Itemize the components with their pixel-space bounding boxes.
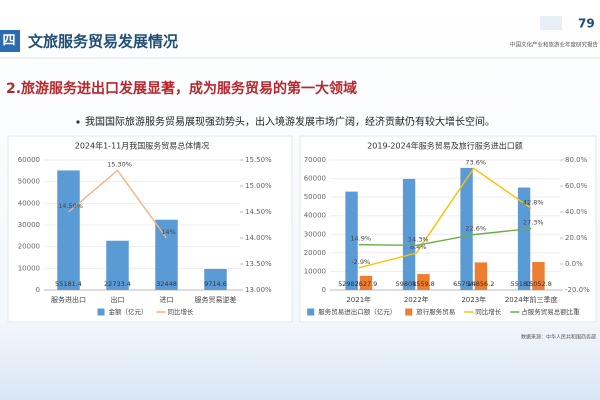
logo (540, 16, 562, 30)
y-tick-label: 70000 (304, 156, 326, 164)
y2-tick-label: 13.50% (245, 260, 272, 268)
bar (359, 275, 373, 290)
y2-tick-label: 20.0% (565, 234, 588, 242)
legend-label: 服务贸易进出口额（亿元） (318, 307, 396, 316)
line-value-label: 14.9% (350, 235, 371, 243)
bar-value-label: 32448 (156, 280, 177, 288)
y2-tick-label: 0.0% (565, 260, 583, 268)
bar (155, 219, 178, 290)
line (68, 169, 168, 239)
legend-label: 金额（亿元） (109, 307, 148, 316)
bar (57, 170, 80, 290)
legend-label: 旅行服务贸易 (416, 307, 455, 316)
badge-text: 四 (2, 34, 15, 49)
line (358, 167, 532, 269)
line-value-label: 42.8% (523, 198, 544, 206)
line-value-label: 14.3% (408, 235, 429, 243)
bullet-text: 我国国际旅游服务贸易展现强劲势头，出入境游发展市场广阔，经济贡献仍有较大增长空间… (85, 115, 495, 128)
source: 数据来源：中华人民共和国商务部 (521, 334, 596, 341)
y2-tick-label: 15.50% (245, 156, 272, 164)
y2-tick-label: 40.0% (565, 208, 588, 216)
y-tick-label: 20000 (18, 243, 40, 251)
y2-tick-label: 15.00% (245, 182, 272, 190)
bar-value-label: 8559.8 (412, 280, 435, 288)
y2-tick-label: 80.0% (565, 156, 588, 164)
report-name: 中国文化产业和旅游业年度研究报告 (510, 41, 599, 49)
y-tick-label: 10000 (304, 267, 326, 275)
bar (532, 262, 545, 290)
legend-label: 同比增长 (475, 307, 502, 316)
legend-swatch (405, 308, 413, 316)
x-tick-label: 2022年 (404, 295, 429, 304)
x-tick-label: 服务贸易逆差 (195, 295, 237, 304)
bar-value-label: 55181.4 (55, 280, 82, 288)
bar (402, 178, 416, 290)
legend-label: 占服务贸易总额比重 (521, 307, 580, 316)
chart-panel (7, 135, 293, 323)
legend-label: 同比增长 (168, 307, 195, 316)
line-value-label: 73.6% (465, 158, 486, 166)
bar-value-label: 65754.3 (453, 280, 480, 288)
bar-value-label: 15052.8 (525, 280, 552, 288)
chart-title: 2019-2024年服务贸易及旅行服务进出口额 (367, 141, 523, 151)
y-tick-label: 50000 (18, 178, 40, 186)
y2-tick-label: 14.50% (245, 208, 272, 216)
bar-value-label: 22733.4 (104, 280, 131, 288)
line-value-label: 14% (161, 228, 175, 236)
line-value-label: 27.3% (523, 219, 544, 227)
line (358, 227, 532, 247)
y2-tick-label: -20.0% (565, 286, 590, 294)
logo-text: 79 (578, 17, 595, 31)
bar-value-label: 52982.7 (338, 280, 365, 288)
line-value-label: -2.9% (351, 258, 370, 266)
x-tick-label: 2023年 (461, 295, 486, 304)
badge (0, 30, 20, 52)
legend-swatch (307, 308, 315, 316)
y-tick-label: 60000 (18, 156, 40, 164)
y-tick-label: 10000 (18, 264, 40, 272)
bar-value-label: 59801.9 (396, 280, 423, 288)
bar-value-label: 55181.4 (511, 280, 538, 288)
bar (345, 191, 358, 290)
x-tick-label: 出口 (111, 295, 125, 304)
bar-value-label: 7627.9 (355, 280, 378, 288)
header-title: 文旅服务贸易发展情况 (28, 33, 178, 51)
x-tick-label: 进口 (160, 296, 174, 304)
legend-swatch (97, 308, 105, 316)
line-value-label: 8.4% (410, 243, 427, 251)
chart-title: 2024年1-11月我国服务贸易总体情况 (75, 141, 210, 151)
bar (417, 274, 430, 290)
bar (106, 240, 129, 290)
bar (204, 268, 227, 290)
y2-tick-label: 60.0% (565, 182, 588, 190)
x-tick-label: 2024年前三季度 (505, 295, 558, 304)
line-value-label: 22.6% (465, 225, 486, 233)
y-tick-label: 30000 (18, 221, 40, 229)
y-tick-label: 40000 (304, 212, 326, 220)
y-tick-label: 20000 (304, 249, 326, 257)
y2-tick-label: 14.00% (245, 234, 272, 242)
section-heading: 2.旅游服务进出口发展显著，成为服务贸易的第一大领域 (6, 80, 357, 97)
y2-tick-label: 13.00% (245, 286, 272, 294)
bar-value-label: 14856.2 (467, 280, 494, 288)
y-tick-label: 60000 (304, 175, 326, 183)
y-tick-label: 50000 (304, 193, 326, 201)
line-value-label: 15.30% (107, 160, 132, 168)
y-tick-label: 0 (36, 286, 40, 294)
bar-value-label: 9714.6 (204, 280, 227, 288)
y-tick-label: 0 (322, 286, 326, 294)
y-tick-label: 40000 (18, 199, 40, 207)
bullet-dot (76, 120, 80, 124)
bar (460, 167, 473, 290)
bar (517, 187, 531, 290)
line-value-label: 14.50% (58, 202, 83, 210)
bar (474, 262, 488, 290)
y-tick-label: 30000 (304, 230, 326, 238)
x-tick-label: 2021年 (346, 295, 371, 304)
x-tick-label: 服务进出口 (51, 295, 86, 304)
chart-panel (299, 135, 597, 323)
